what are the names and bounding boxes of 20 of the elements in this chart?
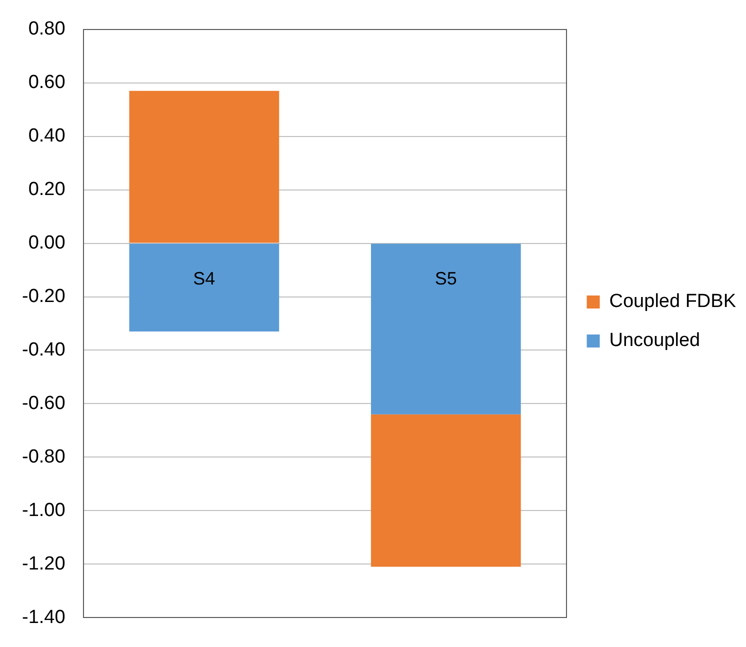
- x-tick-label: S5: [434, 268, 457, 288]
- y-tick-label: -0.40: [22, 339, 66, 360]
- y-tick-label: -1.00: [22, 500, 66, 521]
- bar: [370, 414, 521, 567]
- y-tick-label: 0.60: [28, 72, 66, 94]
- y-tick-label: -0.60: [22, 392, 66, 414]
- y-tick-label: 0.00: [28, 232, 66, 254]
- y-tick-label: -0.80: [22, 446, 66, 468]
- y-tick-label: 0.40: [28, 126, 66, 147]
- y-tick-label: -1.20: [22, 553, 66, 574]
- y-tick-label: 0.20: [28, 179, 66, 200]
- legend-label: Coupled FDBK: [609, 291, 736, 312]
- y-tick-label: -1.40: [22, 606, 66, 628]
- bar: [129, 90, 280, 243]
- y-tick-label: 0.80: [28, 18, 66, 40]
- bar: [129, 244, 280, 332]
- legend-label: Uncoupled: [609, 330, 700, 352]
- x-tick-label: S4: [193, 268, 216, 288]
- bar: [370, 244, 521, 414]
- y-tick-label: -0.20: [22, 286, 66, 307]
